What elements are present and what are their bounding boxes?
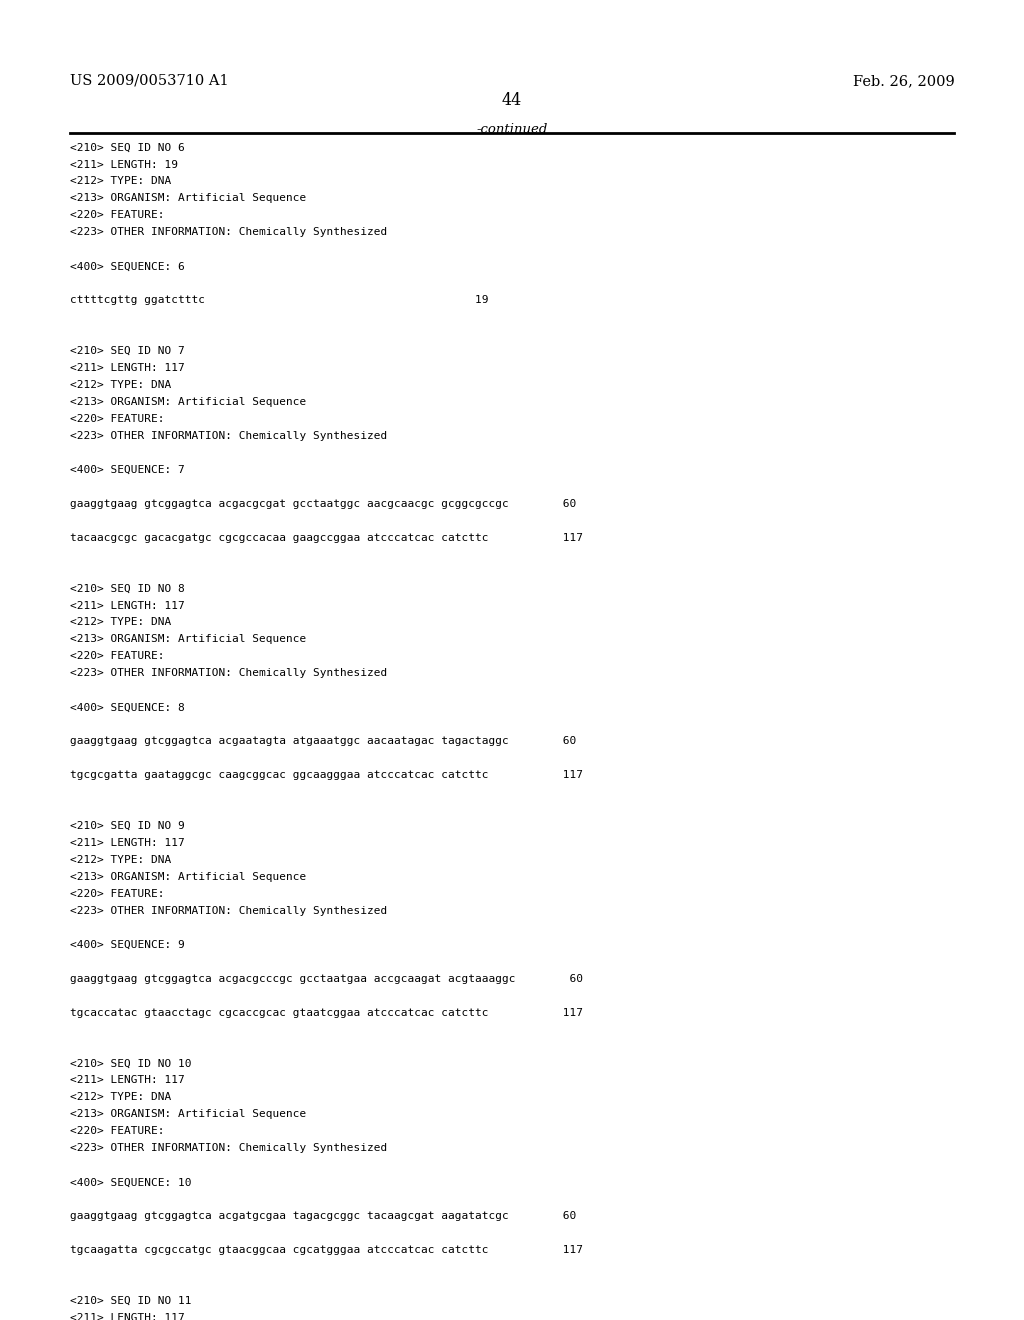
Text: <400> SEQUENCE: 6: <400> SEQUENCE: 6 bbox=[70, 261, 184, 272]
Text: <220> FEATURE:: <220> FEATURE: bbox=[70, 210, 164, 220]
Text: <220> FEATURE:: <220> FEATURE: bbox=[70, 888, 164, 899]
Text: <212> TYPE: DNA: <212> TYPE: DNA bbox=[70, 855, 171, 865]
Text: <223> OTHER INFORMATION: Chemically Synthesized: <223> OTHER INFORMATION: Chemically Synt… bbox=[70, 906, 387, 916]
Text: <212> TYPE: DNA: <212> TYPE: DNA bbox=[70, 618, 171, 627]
Text: <220> FEATURE:: <220> FEATURE: bbox=[70, 652, 164, 661]
Text: <223> OTHER INFORMATION: Chemically Synthesized: <223> OTHER INFORMATION: Chemically Synt… bbox=[70, 227, 387, 238]
Text: <212> TYPE: DNA: <212> TYPE: DNA bbox=[70, 1093, 171, 1102]
Text: <210> SEQ ID NO 7: <210> SEQ ID NO 7 bbox=[70, 346, 184, 356]
Text: <400> SEQUENCE: 10: <400> SEQUENCE: 10 bbox=[70, 1177, 191, 1187]
Text: <213> ORGANISM: Artificial Sequence: <213> ORGANISM: Artificial Sequence bbox=[70, 1109, 306, 1119]
Text: -continued: -continued bbox=[476, 123, 548, 136]
Text: <212> TYPE: DNA: <212> TYPE: DNA bbox=[70, 177, 171, 186]
Text: <211> LENGTH: 19: <211> LENGTH: 19 bbox=[70, 160, 177, 169]
Text: 44: 44 bbox=[502, 92, 522, 110]
Text: US 2009/0053710 A1: US 2009/0053710 A1 bbox=[70, 74, 228, 88]
Text: <400> SEQUENCE: 8: <400> SEQUENCE: 8 bbox=[70, 702, 184, 713]
Text: <211> LENGTH: 117: <211> LENGTH: 117 bbox=[70, 601, 184, 611]
Text: gaaggtgaag gtcggagtca acgacgcccgc gcctaatgaa accgcaagat acgtaaaggc        60: gaaggtgaag gtcggagtca acgacgcccgc gcctaa… bbox=[70, 974, 583, 983]
Text: <213> ORGANISM: Artificial Sequence: <213> ORGANISM: Artificial Sequence bbox=[70, 873, 306, 882]
Text: gaaggtgaag gtcggagtca acgatgcgaa tagacgcggc tacaagcgat aagatatcgc        60: gaaggtgaag gtcggagtca acgatgcgaa tagacgc… bbox=[70, 1212, 575, 1221]
Text: cttttcgttg ggatctttc                                        19: cttttcgttg ggatctttc 19 bbox=[70, 296, 488, 305]
Text: <220> FEATURE:: <220> FEATURE: bbox=[70, 1126, 164, 1137]
Text: <223> OTHER INFORMATION: Chemically Synthesized: <223> OTHER INFORMATION: Chemically Synt… bbox=[70, 1143, 387, 1154]
Text: Feb. 26, 2009: Feb. 26, 2009 bbox=[853, 74, 954, 88]
Text: <223> OTHER INFORMATION: Chemically Synthesized: <223> OTHER INFORMATION: Chemically Synt… bbox=[70, 668, 387, 678]
Text: tgcaagatta cgcgccatgc gtaacggcaa cgcatgggaa atcccatcac catcttc           117: tgcaagatta cgcgccatgc gtaacggcaa cgcatgg… bbox=[70, 1245, 583, 1255]
Text: <210> SEQ ID NO 9: <210> SEQ ID NO 9 bbox=[70, 821, 184, 832]
Text: gaaggtgaag gtcggagtca acgaatagta atgaaatggc aacaatagac tagactaggc        60: gaaggtgaag gtcggagtca acgaatagta atgaaat… bbox=[70, 737, 575, 746]
Text: <213> ORGANISM: Artificial Sequence: <213> ORGANISM: Artificial Sequence bbox=[70, 194, 306, 203]
Text: tgcgcgatta gaataggcgc caagcggcac ggcaagggaa atcccatcac catcttc           117: tgcgcgatta gaataggcgc caagcggcac ggcaagg… bbox=[70, 770, 583, 780]
Text: <211> LENGTH: 117: <211> LENGTH: 117 bbox=[70, 1076, 184, 1085]
Text: <212> TYPE: DNA: <212> TYPE: DNA bbox=[70, 380, 171, 389]
Text: <213> ORGANISM: Artificial Sequence: <213> ORGANISM: Artificial Sequence bbox=[70, 397, 306, 407]
Text: <220> FEATURE:: <220> FEATURE: bbox=[70, 414, 164, 424]
Text: <223> OTHER INFORMATION: Chemically Synthesized: <223> OTHER INFORMATION: Chemically Synt… bbox=[70, 430, 387, 441]
Text: <210> SEQ ID NO 11: <210> SEQ ID NO 11 bbox=[70, 1296, 191, 1305]
Text: tacaacgcgc gacacgatgc cgcgccacaa gaagccggaa atcccatcac catcttc           117: tacaacgcgc gacacgatgc cgcgccacaa gaagccg… bbox=[70, 533, 583, 543]
Text: <211> LENGTH: 117: <211> LENGTH: 117 bbox=[70, 1313, 184, 1320]
Text: gaaggtgaag gtcggagtca acgacgcgat gcctaatggc aacgcaacgc gcggcgccgc        60: gaaggtgaag gtcggagtca acgacgcgat gcctaat… bbox=[70, 499, 575, 508]
Text: <400> SEQUENCE: 9: <400> SEQUENCE: 9 bbox=[70, 940, 184, 950]
Text: tgcaccatac gtaacctagc cgcaccgcac gtaatcggaa atcccatcac catcttc           117: tgcaccatac gtaacctagc cgcaccgcac gtaatcg… bbox=[70, 1007, 583, 1018]
Text: <400> SEQUENCE: 7: <400> SEQUENCE: 7 bbox=[70, 465, 184, 475]
Text: <210> SEQ ID NO 10: <210> SEQ ID NO 10 bbox=[70, 1059, 191, 1068]
Text: <211> LENGTH: 117: <211> LENGTH: 117 bbox=[70, 838, 184, 847]
Text: <210> SEQ ID NO 6: <210> SEQ ID NO 6 bbox=[70, 143, 184, 153]
Text: <213> ORGANISM: Artificial Sequence: <213> ORGANISM: Artificial Sequence bbox=[70, 635, 306, 644]
Text: <210> SEQ ID NO 8: <210> SEQ ID NO 8 bbox=[70, 583, 184, 594]
Text: <211> LENGTH: 117: <211> LENGTH: 117 bbox=[70, 363, 184, 374]
